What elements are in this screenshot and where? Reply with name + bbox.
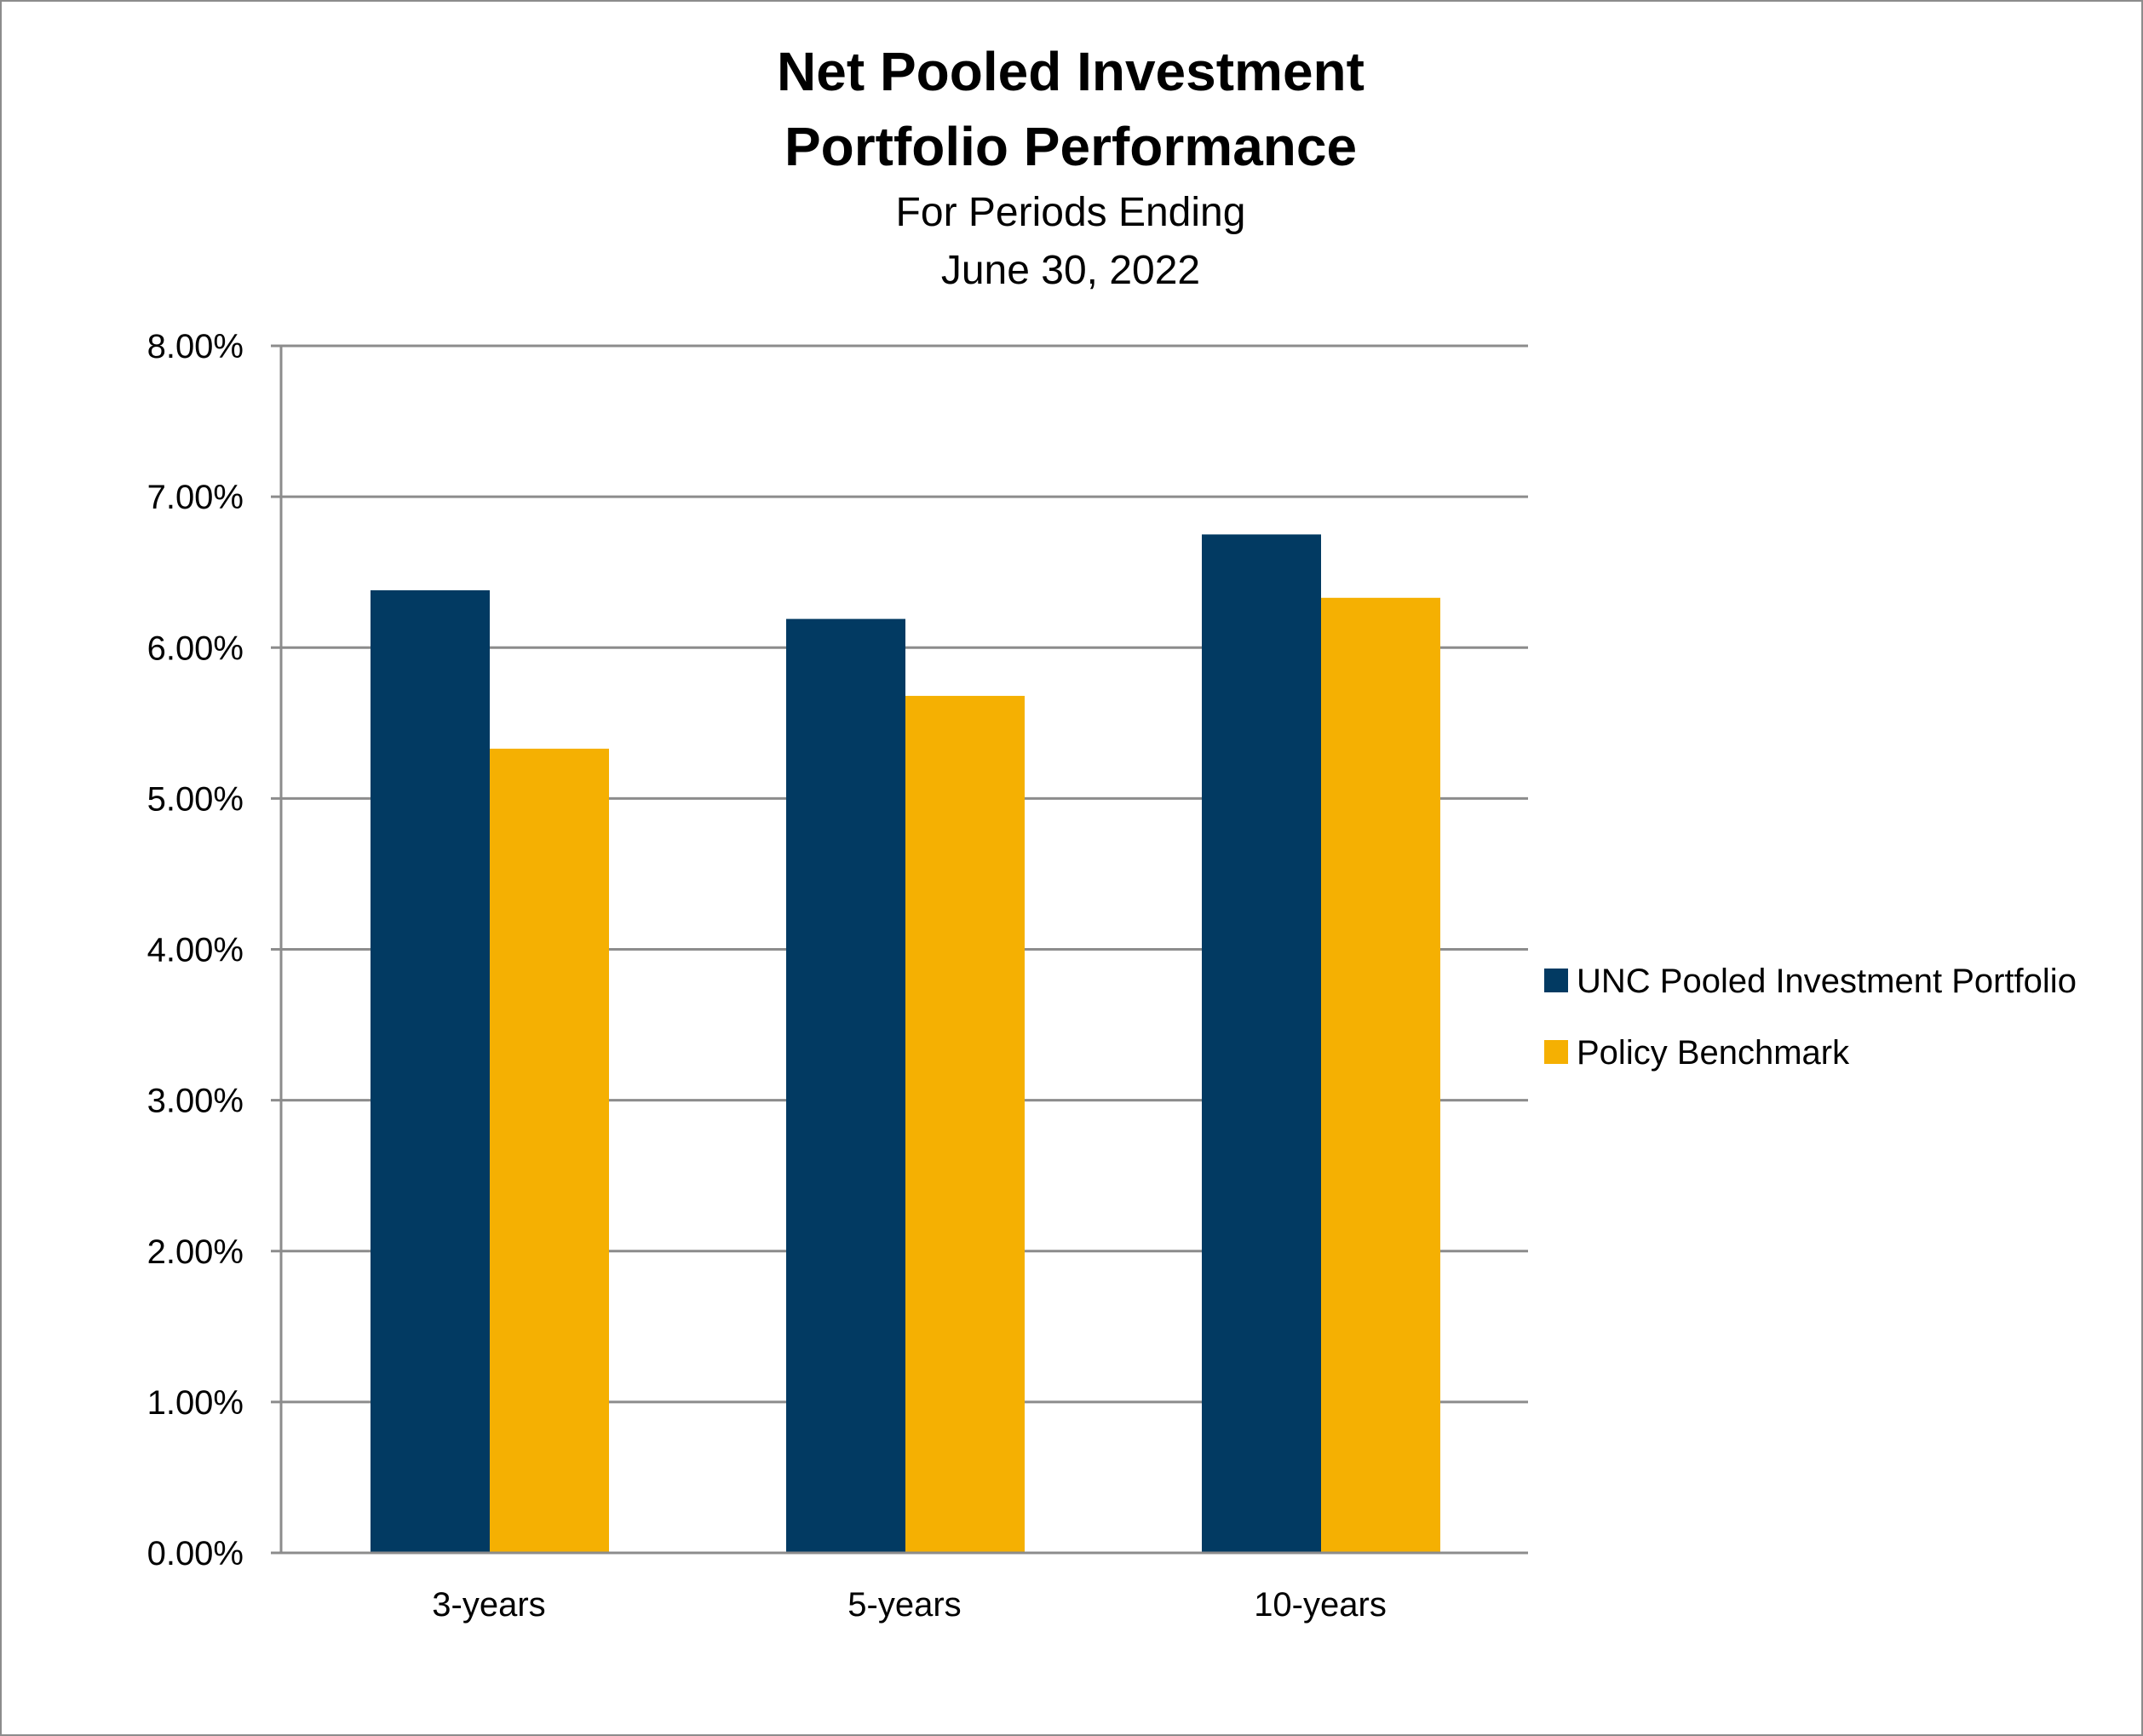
bar [786, 618, 905, 1554]
y-tick-label: 2.00% [147, 1233, 244, 1271]
chart-subtitle-line-2: June 30, 2022 [941, 248, 1200, 293]
chart-title: Net Pooled Investment Portfolio Performa… [777, 41, 1365, 177]
legend-swatch [1544, 969, 1568, 992]
y-tick-label: 7.00% [147, 479, 244, 516]
legend-label: Policy Benchmark [1577, 1034, 1850, 1072]
y-tick-label: 3.00% [147, 1083, 244, 1120]
x-tick-label: 3-years [432, 1586, 545, 1624]
bar [1321, 597, 1440, 1553]
x-axis-tick-labels: 3-years 5-years 10-years [432, 1586, 1387, 1624]
y-tick-label: 6.00% [147, 629, 244, 667]
bar [371, 589, 490, 1553]
legend: UNC Pooled Investment Portfolio Policy Be… [1544, 963, 2077, 1072]
bar [1202, 534, 1321, 1553]
x-tick-label: 5-years [847, 1586, 961, 1624]
y-axis-tick-labels: 0.00% 1.00% 2.00% 3.00% 4.00% 5.00% 6.00% 7.00%… [147, 328, 244, 1572]
bar [490, 748, 609, 1553]
bars [371, 534, 1440, 1554]
y-tick-label: 4.00% [147, 932, 244, 969]
legend-swatch [1544, 1040, 1568, 1064]
y-tick-label: 1.00% [147, 1384, 244, 1422]
y-tick-label: 5.00% [147, 780, 244, 818]
y-tick-label: 8.00% [147, 328, 244, 365]
chart-subtitle: For Periods Ending June 30, 2022 [896, 190, 1246, 293]
chart-subtitle-line-1: For Periods Ending [896, 190, 1246, 235]
chart-title-line-1: Net Pooled Investment [777, 41, 1365, 102]
bar [905, 695, 1025, 1553]
chart-title-line-2: Portfolio Performance [784, 116, 1357, 177]
y-tick-label: 0.00% [147, 1535, 244, 1572]
axes [271, 344, 1528, 1555]
x-tick-label: 10-years [1254, 1586, 1387, 1624]
legend-label: UNC Pooled Investment Portfolio [1577, 963, 2077, 1000]
